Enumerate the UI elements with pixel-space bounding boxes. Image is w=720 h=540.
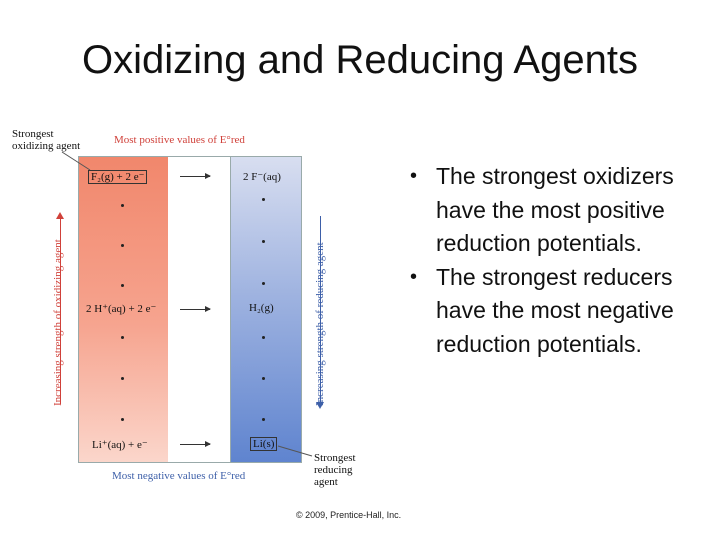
strongest-oxidizer-box: F₂(g) + 2 e⁻ <box>88 170 148 184</box>
strongest-reducing-label-line-2: reducing <box>314 464 353 476</box>
top-header: Most positive values of E°red <box>114 134 245 146</box>
dot-icon <box>121 418 124 421</box>
bullet-item: • The strongest oxidizers have the most … <box>406 160 706 261</box>
strongest-oxidizing-label: Strongest oxidizing agent <box>12 128 80 152</box>
right-axis-label: Increasing strength of reducing agent <box>314 242 326 406</box>
half-reaction-li: Li⁺(aq) + e⁻ <box>92 439 148 451</box>
dot-icon <box>121 336 124 339</box>
right-axis-line <box>320 216 321 404</box>
dot-icon <box>121 244 124 247</box>
bottom-header: Most negative values of E°red <box>112 470 246 482</box>
bullet-list: • The strongest oxidizers have the most … <box>406 160 706 361</box>
bullet-item: • The strongest reducers have the most n… <box>406 261 706 362</box>
left-axis-label: Increasing strength of oxidizing agent <box>52 239 64 406</box>
strongest-reducing-label-line-1: Strongest <box>314 452 356 464</box>
copyright: © 2009, Prentice-Hall, Inc. <box>296 510 402 520</box>
product-hydrogen: H₂(g) <box>249 302 274 314</box>
half-reaction-h: 2 H⁺(aq) + 2 e⁻ <box>86 303 157 315</box>
strongest-oxidizing-label-line-1: Strongest <box>12 128 54 140</box>
dot-icon <box>121 204 124 207</box>
oxidizer-pointer-line <box>61 151 91 171</box>
arrow-right-icon <box>180 441 211 447</box>
half-reaction-f2: F₂(g) + 2 e⁻ <box>88 170 148 184</box>
strongest-oxidizing-label-line-2: oxidizing agent <box>12 140 81 152</box>
dot-icon <box>262 198 265 201</box>
oxidizing-agent-column <box>78 156 170 463</box>
dot-icon <box>262 377 265 380</box>
left-axis-line <box>60 216 61 404</box>
reducer-pointer-line <box>277 445 313 457</box>
strongest-reducing-label: Strongest reducing agent <box>314 452 356 488</box>
reduction-potential-figure: Strongest oxidizing agent Most positive … <box>0 120 420 520</box>
bullet-icon: • <box>410 165 418 187</box>
dot-icon <box>121 377 124 380</box>
arrow-down-icon <box>316 402 324 409</box>
arrow-right-icon <box>180 306 211 312</box>
slide-title: Oxidizing and Reducing Agents <box>82 38 638 82</box>
arrow-up-icon <box>56 212 64 219</box>
bullet-text: The strongest oxidizers have the most po… <box>436 163 674 256</box>
bullet-text: The strongest reducers have the most neg… <box>436 263 674 357</box>
product-lithium: Li(s) <box>250 437 278 451</box>
pointer-lines <box>61 151 313 457</box>
dot-icon <box>121 284 124 287</box>
strongest-reducing-label-line-3: agent <box>314 476 338 488</box>
dot-icon <box>262 336 265 339</box>
reducing-agent-column <box>230 156 302 463</box>
dot-icon <box>262 418 265 421</box>
dot-icon <box>262 240 265 243</box>
arrow-right-icon <box>180 173 211 179</box>
product-fluoride: 2 F⁻(aq) <box>243 171 281 183</box>
bullet-icon: • <box>410 265 418 288</box>
dot-icon <box>262 282 265 285</box>
strongest-reducer-box: Li(s) <box>250 437 278 451</box>
